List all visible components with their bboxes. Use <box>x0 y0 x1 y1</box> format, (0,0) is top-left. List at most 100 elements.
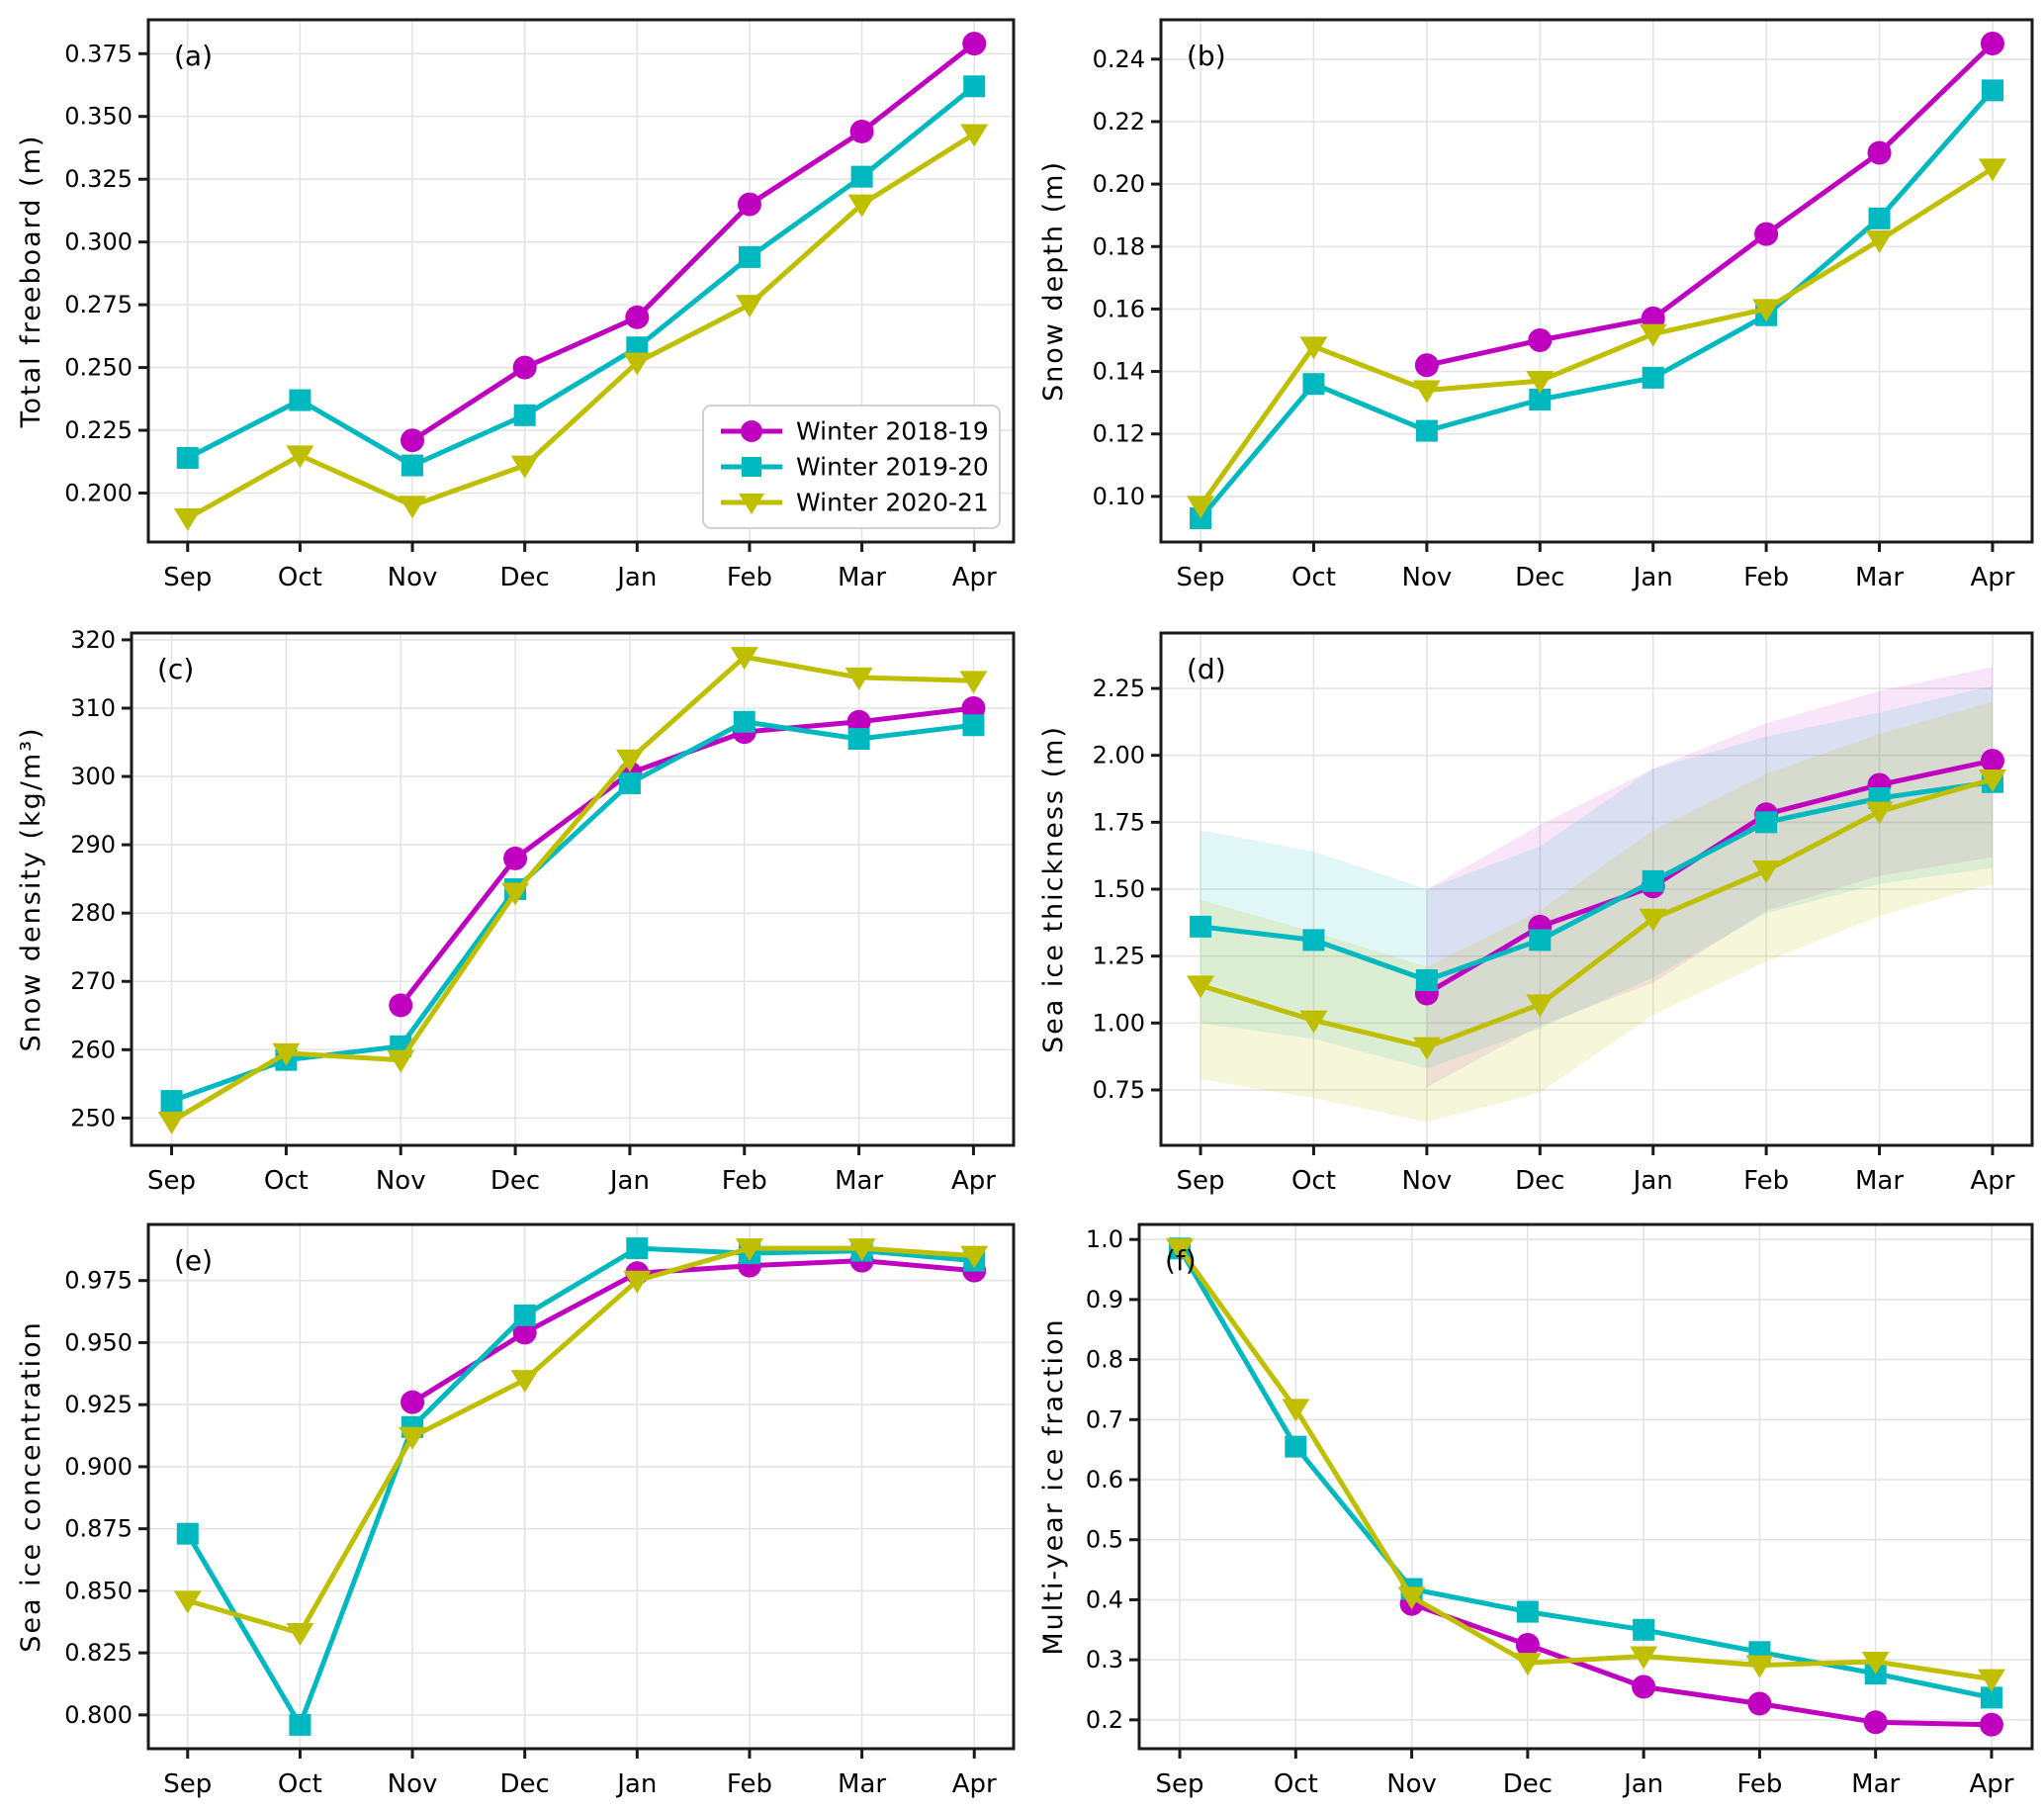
axes-spines <box>1137 1222 2034 1751</box>
data-point-triangle-down-apr <box>960 124 989 147</box>
y-axis-label: Snow density (kg/m³) <box>16 726 46 1051</box>
x-tick-label: Mar <box>1851 1769 1900 1799</box>
data-point-circle-nov <box>400 428 425 453</box>
data-point-triangle-down-oct <box>1299 1010 1328 1034</box>
series-line-winter-2019-20 <box>185 1245 977 1728</box>
x-tick-label: Feb <box>1743 563 1789 592</box>
y-tick-label: 0.300 <box>64 228 133 256</box>
x-tick-label: Dec <box>1503 1769 1553 1799</box>
y-axis-label: Snow depth (m) <box>1038 160 1069 402</box>
series-line-winter-2020-21 <box>185 132 977 521</box>
panel-b-snow-depth: 0.10 0.12 0.14 0.16 0.18 0.20 0.22 0.24 Sep Oct No… <box>1022 0 2044 603</box>
data-point-square-sep <box>1190 915 1212 938</box>
data-point-triangle-down-apr <box>1978 769 2006 793</box>
data-point-circle-nov <box>389 993 413 1018</box>
data-point-triangle-down-jan <box>1639 323 1667 347</box>
data-point-triangle-down-dec <box>1526 371 1555 395</box>
x-tick-label: Dec <box>1515 1166 1564 1196</box>
y-tick-label: 0.250 <box>64 354 133 382</box>
data-point-triangle-down-feb <box>1745 1655 1774 1678</box>
data-point-circle-jan <box>625 305 650 329</box>
data-point-square-mar <box>850 165 873 188</box>
y-tick-label: 0.7 <box>1086 1405 1123 1433</box>
legend-box <box>702 405 1001 529</box>
x-tick-label: Dec <box>490 1166 540 1196</box>
x-tick-label: Apr <box>951 1166 996 1196</box>
x-tick-label: Sep <box>163 563 212 592</box>
panel-letter: (a) <box>174 40 213 72</box>
data-point-triangle-down-feb <box>735 1238 763 1262</box>
panel-c-snow-density: 250 260 270 280 290 300 310 320 Sep Oct Nov Dec Jan F… <box>0 603 1022 1207</box>
x-tick-label: Sep <box>1156 1769 1204 1799</box>
y-axis-label: Sea ice thickness (m) <box>1038 725 1069 1053</box>
axes-spines <box>130 631 1016 1147</box>
data-point-triangle-down-apr <box>960 1245 989 1269</box>
x-tick-label: Feb <box>1736 1769 1782 1799</box>
data-point-triangle-down-apr <box>959 671 988 694</box>
y-tick-label: 0.800 <box>64 1701 133 1729</box>
data-point-square-apr <box>1981 79 2003 102</box>
series-line-winter-2020-21 <box>1177 1245 1995 1682</box>
x-tick-label: Feb <box>727 563 772 592</box>
data-point-triangle-down-sep <box>173 1590 202 1614</box>
legend-triangle-down-marker <box>739 494 764 514</box>
series-line-winter-2018-19 <box>1409 1601 1995 1728</box>
data-point-circle-dec <box>512 1320 537 1345</box>
data-point-circle-dec <box>503 846 528 870</box>
series-line-winter-2019-20 <box>1177 1245 1995 1700</box>
data-point-circle-feb <box>1754 222 1779 246</box>
data-point-triangle-down-sep <box>1166 1238 1195 1262</box>
x-tick-label: Oct <box>278 563 322 592</box>
data-point-triangle-down-nov <box>1412 1037 1441 1060</box>
legend-square-marker <box>742 457 761 477</box>
y-tick-label: 0.325 <box>64 165 133 193</box>
data-point-triangle-down-dec <box>1513 1653 1542 1676</box>
y-tick-label: 0.275 <box>64 291 133 318</box>
data-point-triangle-down-mar <box>847 1238 876 1262</box>
data-point-circle-dec <box>1515 1632 1540 1657</box>
y-tick-label: 0.6 <box>1086 1466 1123 1493</box>
x-tick-label: Oct <box>1291 1166 1336 1196</box>
panel-f-chart: 0.2 0.3 0.4 0.5 0.6 0.7 0.8 0.9 1.0 Sep Oct Nov Dec J… <box>1038 1222 2034 1799</box>
y-tick-label: 0.2 <box>1086 1706 1123 1734</box>
data-point-circle-dec <box>1528 328 1553 352</box>
data-point-triangle-down-oct <box>286 445 314 469</box>
x-tick-label: Apr <box>1970 1166 2014 1196</box>
data-point-square-jan <box>1642 366 1664 389</box>
data-point-triangle-down-jan <box>1630 1646 1658 1670</box>
x-tick-label: Sep <box>1177 1166 1225 1196</box>
y-tick-label: 0.850 <box>64 1577 133 1604</box>
data-point-triangle-down-oct <box>1282 1399 1310 1422</box>
y-tick-label: 0.22 <box>1093 108 1145 136</box>
series-line-winter-2018-19 <box>1424 41 1996 368</box>
series-line-winter-2020-21 <box>1198 776 1996 1050</box>
x-tick-label: Nov <box>1402 563 1453 592</box>
x-tick-label: Oct <box>278 1769 322 1799</box>
data-point-triangle-down-sep <box>1187 496 1215 519</box>
data-point-triangle-down-mar <box>844 667 873 690</box>
y-tick-label: 280 <box>70 899 116 927</box>
x-tick-label: Jan <box>1632 563 1673 592</box>
series-line-winter-2019-20 <box>185 83 977 469</box>
data-point-triangle-down-dec <box>510 455 539 479</box>
data-point-circle-nov <box>1414 353 1439 378</box>
data-point-triangle-down-jan <box>615 749 644 772</box>
panel-d-sea-ice-thickness: 0.75 1.00 1.25 1.50 1.75 2.00 2.25 Sep Oct Nov Dec… <box>1022 603 2044 1207</box>
x-tick-label: Nov <box>376 1166 426 1196</box>
data-point-circle-mar <box>1863 1710 1888 1735</box>
series-line-winter-2019-20 <box>1198 87 1996 521</box>
data-point-circle-mar <box>1867 140 1892 165</box>
y-tick-label: 0.200 <box>64 480 133 507</box>
data-point-square-apr <box>962 714 985 737</box>
x-tick-label: Nov <box>1386 1769 1437 1799</box>
y-tick-label: 1.50 <box>1093 875 1145 903</box>
x-tick-label: Apr <box>952 1769 997 1799</box>
y-tick-label: 0.925 <box>64 1391 133 1418</box>
x-tick-label: Feb <box>1743 1166 1789 1196</box>
x-tick-label: Feb <box>722 1166 767 1196</box>
x-tick-label: Apr <box>1969 1769 2013 1799</box>
data-point-triangle-down-sep <box>1187 975 1215 999</box>
x-tick-label: Mar <box>1855 1166 1904 1196</box>
series-line-winter-2019-20 <box>1198 779 1996 983</box>
panel-f-multi-year-ice-fraction: 0.2 0.3 0.4 0.5 0.6 0.7 0.8 0.9 1.0 Sep Oct Nov Dec J… <box>1022 1207 2044 1810</box>
